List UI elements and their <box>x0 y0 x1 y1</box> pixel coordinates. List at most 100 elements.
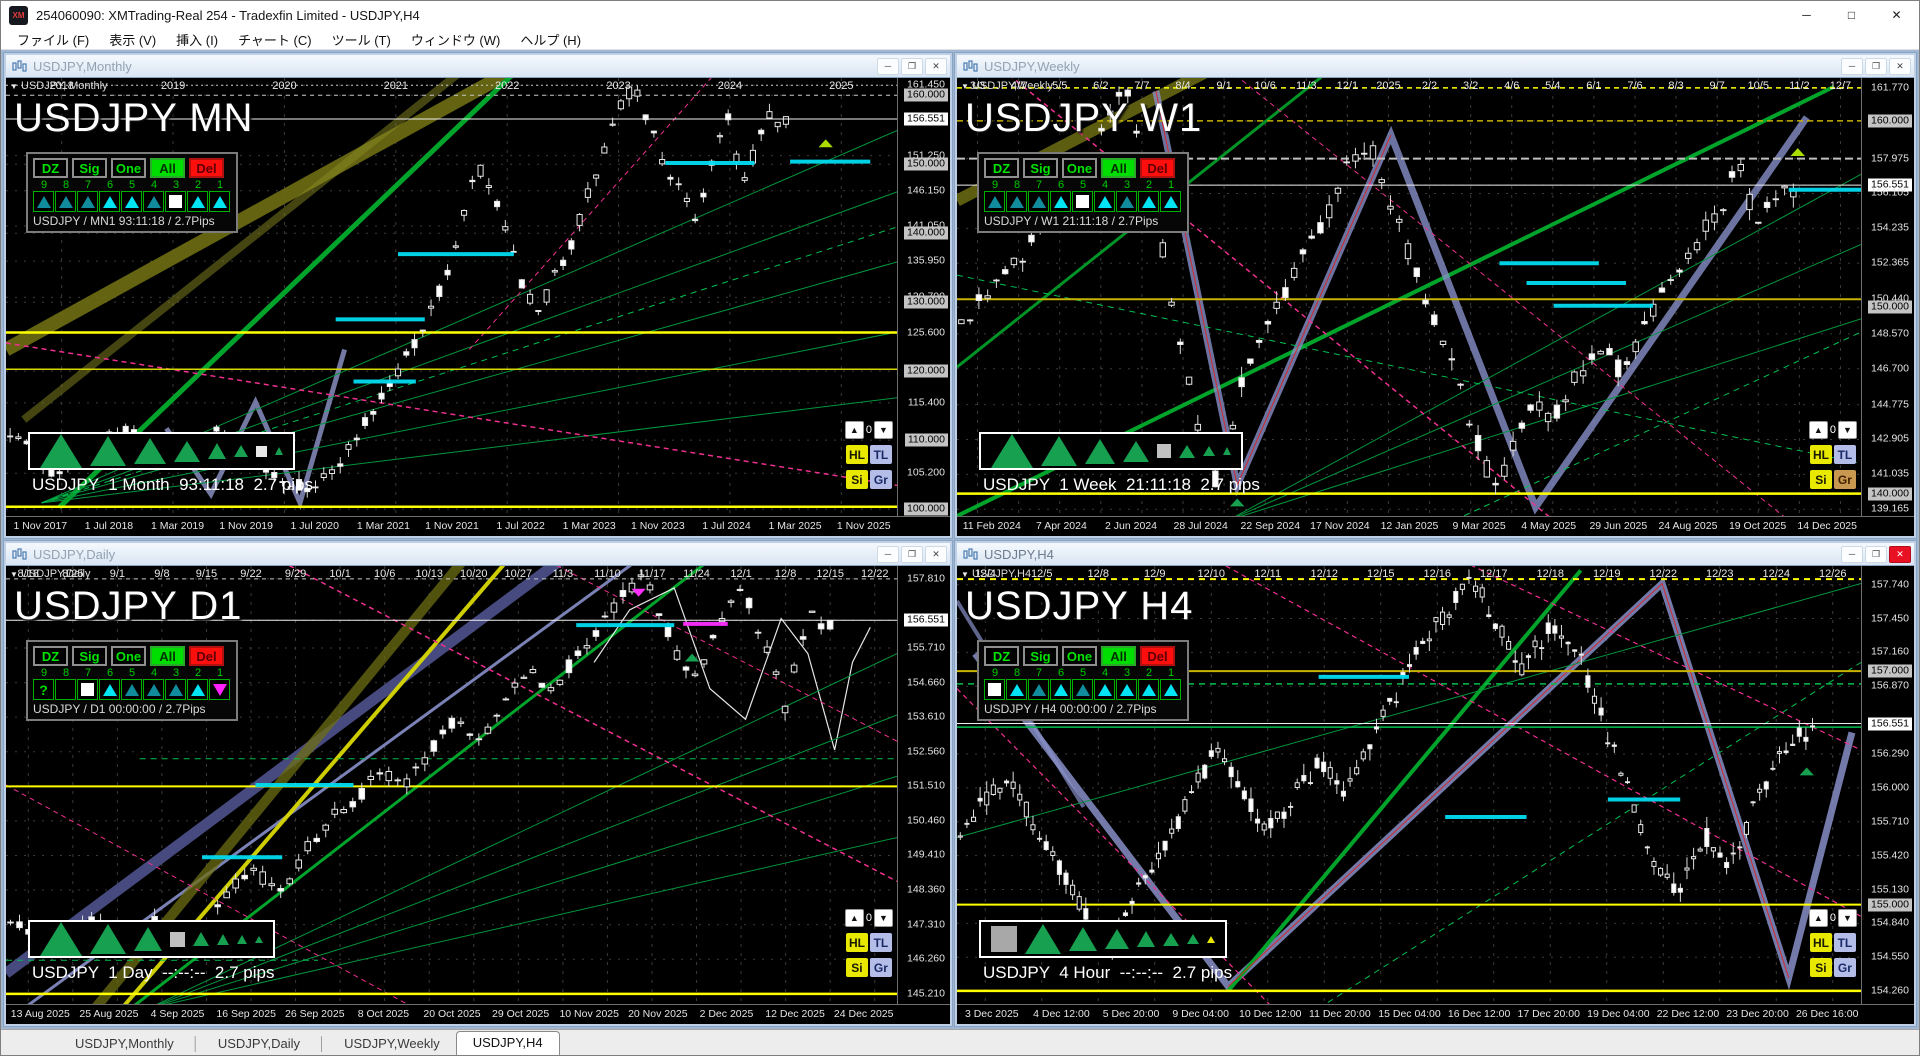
scroll-down-button[interactable]: ▼ <box>874 909 893 927</box>
chart-maximize-button[interactable]: ❐ <box>901 57 923 75</box>
indicator-button-del[interactable]: Del <box>189 158 224 178</box>
tl-button[interactable]: TL <box>1833 933 1856 952</box>
close-button[interactable]: ✕ <box>1891 8 1902 22</box>
indicator-button-one[interactable]: One <box>1062 158 1097 178</box>
strength-triangle-icon <box>1163 932 1179 946</box>
chart-window-titlebar[interactable]: USDJPY,Monthly ─ ❐ ✕ <box>6 55 950 77</box>
indicator-button-all[interactable]: All <box>150 158 185 178</box>
indicator-button-dz[interactable]: DZ <box>984 158 1019 178</box>
menu-item-5[interactable]: ウィンドウ (W) <box>410 32 501 48</box>
date-axis-label: 1 Nov 2021 <box>425 520 479 532</box>
date-axis-label: 15 Dec 04:00 <box>1378 1008 1441 1020</box>
chart-close-button[interactable]: ✕ <box>1889 57 1911 75</box>
menu-item-2[interactable]: 挿入 (I) <box>176 32 219 48</box>
signal-cyan-icon <box>121 191 142 212</box>
gr-button[interactable]: Gr <box>869 470 892 489</box>
si-button[interactable]: Si <box>845 470 868 489</box>
indicator-number-row: 9 8 7 6 5 4 3 2 1 <box>984 667 1182 679</box>
chart-maximize-button[interactable]: ❐ <box>901 545 923 563</box>
si-button[interactable]: Si <box>1809 470 1832 489</box>
chart-close-button[interactable]: ✕ <box>925 545 947 563</box>
maximize-button[interactable]: □ <box>1847 8 1856 22</box>
tl-button[interactable]: TL <box>869 933 892 952</box>
hl-button[interactable]: HL <box>845 445 868 464</box>
chart-plot[interactable]: ▼ USDJPY,Weekly 3/3 4/7 5/5 6/2 7/7 8/4 9/1 10/… <box>957 78 1862 516</box>
menu-item-6[interactable]: ヘルプ (H) <box>520 32 582 48</box>
indicator-button-dz[interactable]: DZ <box>984 646 1019 666</box>
indicator-button-sig[interactable]: Sig <box>72 646 107 666</box>
gr-button[interactable]: Gr <box>869 958 892 977</box>
date-axis[interactable]: 3 Dec 2025 4 Dec 12:00 5 Dec 20:00 9 Dec 04… <box>957 1004 1862 1024</box>
menu-item-1[interactable]: 表示 (V) <box>109 32 157 48</box>
price-axis[interactable]: 157.810 156.551 155.710 154.660 153.610 152.5… <box>898 566 950 1004</box>
tl-button[interactable]: TL <box>869 445 892 464</box>
date-axis[interactable]: 13 Aug 2025 25 Aug 2025 4 Sep 2025 16 Sep 2… <box>6 1004 898 1024</box>
date-axis-label: 19 Dec 04:00 <box>1587 1008 1650 1020</box>
indicator-button-one[interactable]: One <box>111 646 146 666</box>
symbol-dropdown-icon[interactable]: ▼ <box>10 570 18 579</box>
scroll-up-button[interactable]: ▲ <box>1808 421 1828 439</box>
price-axis[interactable]: 161.450 160.000 156.551 151.250 150.000 146.1… <box>898 78 950 516</box>
si-button[interactable]: Si <box>845 958 868 977</box>
scroll-up-button[interactable]: ▲ <box>1808 909 1828 927</box>
scroll-down-button[interactable]: ▼ <box>1838 421 1857 439</box>
chart-tab-usdjpy-monthly[interactable]: USDJPY,Monthly <box>75 1036 174 1051</box>
chart-minimize-button[interactable]: ─ <box>1841 545 1863 563</box>
signal-cyan-icon <box>99 191 120 212</box>
chart-window-usdjpy-weekly: USDJPY,Weekly ─ ❐ ✕ ▼ USDJPY,Weekly 3/3 4… <box>954 52 1917 539</box>
top-axis-label: 10/1 <box>329 568 351 580</box>
date-axis[interactable]: 11 Feb 2024 7 Apr 2024 2 Jun 2024 28 Jul 20… <box>957 516 1862 536</box>
indicator-button-all[interactable]: All <box>1101 158 1136 178</box>
scroll-up-button[interactable]: ▲ <box>844 909 864 927</box>
menu-item-3[interactable]: チャート (C) <box>238 32 312 48</box>
chart-window-titlebar[interactable]: USDJPY,Weekly ─ ❐ ✕ <box>957 55 1914 77</box>
symbol-dropdown-icon[interactable]: ▼ <box>961 82 969 91</box>
chart-plot[interactable]: ▼ USDJPY,Daily 8/18 8/25 9/1 9/8 9/15 9/22 9/2… <box>6 566 898 1004</box>
price-axis[interactable]: 161.770 160.000 157.975 156.551 156.105 154.2… <box>1862 78 1914 516</box>
chart-minimize-button[interactable]: ─ <box>877 545 899 563</box>
indicator-button-del[interactable]: Del <box>1140 158 1175 178</box>
chart-maximize-button[interactable]: ❐ <box>1865 57 1887 75</box>
hl-button[interactable]: HL <box>845 933 868 952</box>
price-axis-label: 146.150 <box>907 184 945 197</box>
scroll-down-button[interactable]: ▼ <box>874 421 893 439</box>
indicator-button-all[interactable]: All <box>150 646 185 666</box>
indicator-button-dz[interactable]: DZ <box>33 646 68 666</box>
gr-button[interactable]: Gr <box>1833 470 1856 489</box>
chart-window-titlebar[interactable]: USDJPY,Daily ─ ❐ ✕ <box>6 543 950 565</box>
si-button[interactable]: Si <box>1809 958 1832 977</box>
chart-minimize-button[interactable]: ─ <box>877 57 899 75</box>
indicator-button-del[interactable]: Del <box>189 646 224 666</box>
chart-close-button[interactable]: ✕ <box>1889 545 1911 563</box>
indicator-button-one[interactable]: One <box>111 158 146 178</box>
chart-maximize-button[interactable]: ❐ <box>1865 545 1887 563</box>
tl-button[interactable]: TL <box>1833 445 1856 464</box>
menu-item-0[interactable]: ファイル (F) <box>17 32 90 48</box>
chart-tab-usdjpy-h4[interactable]: USDJPY,H4 <box>455 1031 560 1055</box>
chart-tab-usdjpy-daily[interactable]: USDJPY,Daily <box>217 1036 300 1051</box>
chart-close-button[interactable]: ✕ <box>925 57 947 75</box>
symbol-dropdown-icon[interactable]: ▼ <box>961 570 969 579</box>
hl-button[interactable]: HL <box>1809 445 1832 464</box>
hl-button[interactable]: HL <box>1809 933 1832 952</box>
indicator-button-sig[interactable]: Sig <box>1023 158 1058 178</box>
chart-tab-usdjpy-weekly[interactable]: USDJPY,Weekly <box>344 1036 440 1051</box>
date-axis[interactable]: 1 Nov 2017 1 Jul 2018 1 Mar 2019 1 Nov 2019… <box>6 516 898 536</box>
indicator-button-all[interactable]: All <box>1101 646 1136 666</box>
chart-window-titlebar[interactable]: USDJPY,H4 ─ ❐ ✕ <box>957 543 1914 565</box>
indicator-button-one[interactable]: One <box>1062 646 1097 666</box>
indicator-button-sig[interactable]: Sig <box>72 158 107 178</box>
minimize-button[interactable]: ─ <box>1802 8 1811 22</box>
chart-plot[interactable]: ▼ USDJPY,H4 12/4 12/5 12/8 12/9 12/10 12/11 12… <box>957 566 1862 1004</box>
price-axis[interactable]: 157.740 157.450 157.160 157.000 156.870 156.5… <box>1862 566 1914 1004</box>
chart-minimize-button[interactable]: ─ <box>1841 57 1863 75</box>
menu-item-4[interactable]: ツール (T) <box>331 32 391 48</box>
scroll-down-button[interactable]: ▼ <box>1838 909 1857 927</box>
scroll-up-button[interactable]: ▲ <box>844 421 864 439</box>
indicator-button-del[interactable]: Del <box>1140 646 1175 666</box>
indicator-button-dz[interactable]: DZ <box>33 158 68 178</box>
symbol-dropdown-icon[interactable]: ▼ <box>10 82 18 91</box>
indicator-button-sig[interactable]: Sig <box>1023 646 1058 666</box>
gr-button[interactable]: Gr <box>1833 958 1856 977</box>
chart-plot[interactable]: ▼ USDJPY, Monthly 2018 2019 2020 2021 2022 20… <box>6 78 898 516</box>
